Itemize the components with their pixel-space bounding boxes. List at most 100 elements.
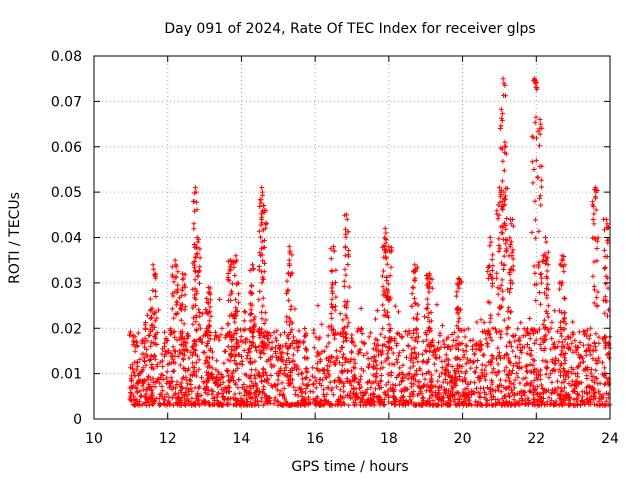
roti-point bbox=[602, 365, 608, 371]
roti-point bbox=[542, 345, 548, 351]
roti-point bbox=[177, 362, 183, 368]
roti-point bbox=[236, 352, 241, 358]
roti-point bbox=[228, 352, 234, 358]
roti-point bbox=[178, 342, 184, 348]
roti-point bbox=[561, 344, 567, 350]
roti-point bbox=[193, 319, 199, 325]
roti-point bbox=[177, 397, 183, 403]
roti-point bbox=[473, 343, 479, 349]
roti-point bbox=[392, 402, 398, 407]
roti-point bbox=[543, 260, 549, 266]
roti-point bbox=[192, 277, 198, 283]
roti-point bbox=[522, 397, 528, 403]
roti-point bbox=[546, 329, 552, 335]
roti-point bbox=[358, 306, 364, 311]
roti-point bbox=[140, 365, 146, 371]
roti-point bbox=[487, 243, 493, 249]
roti-point bbox=[255, 385, 261, 391]
roti-point bbox=[453, 345, 459, 351]
roti-point bbox=[527, 316, 533, 321]
roti-point bbox=[410, 356, 416, 362]
roti-point bbox=[509, 250, 515, 256]
roti-point bbox=[394, 343, 400, 349]
roti-point bbox=[570, 331, 576, 337]
roti-point bbox=[433, 348, 439, 354]
roti-point bbox=[576, 329, 582, 335]
roti-point bbox=[282, 329, 287, 335]
roti-point bbox=[502, 196, 508, 202]
roti-point bbox=[232, 391, 238, 397]
roti-point bbox=[504, 398, 510, 404]
roti-point bbox=[545, 249, 551, 255]
roti-point bbox=[427, 348, 433, 354]
roti-point bbox=[593, 357, 599, 363]
roti-point bbox=[498, 192, 504, 198]
roti-point bbox=[169, 330, 174, 336]
roti-point bbox=[593, 331, 599, 337]
roti-point bbox=[446, 344, 452, 350]
roti-point bbox=[246, 346, 252, 352]
roti-point bbox=[490, 394, 496, 399]
roti-point bbox=[494, 275, 500, 281]
roti-point bbox=[487, 319, 493, 325]
roti-point bbox=[438, 397, 444, 403]
roti-point bbox=[347, 395, 353, 401]
roti-point bbox=[380, 365, 386, 371]
roti-point bbox=[241, 318, 247, 324]
roti-point bbox=[193, 189, 199, 195]
roti-point bbox=[396, 353, 402, 359]
roti-point bbox=[415, 359, 421, 365]
roti-point bbox=[452, 374, 458, 380]
roti-point bbox=[527, 336, 533, 342]
roti-point bbox=[549, 391, 555, 397]
roti-point bbox=[563, 321, 569, 327]
roti-point bbox=[496, 248, 502, 254]
roti-point bbox=[190, 286, 196, 292]
roti-point bbox=[576, 363, 582, 369]
roti-point bbox=[573, 347, 579, 353]
roti-point bbox=[329, 269, 335, 275]
roti-point bbox=[479, 402, 485, 408]
roti-point bbox=[556, 367, 562, 373]
roti-point bbox=[233, 381, 239, 387]
roti-point bbox=[560, 257, 566, 263]
roti-point bbox=[490, 281, 495, 287]
roti-point bbox=[415, 311, 420, 317]
roti-point bbox=[541, 317, 547, 323]
roti-point bbox=[221, 394, 227, 399]
x-axis-title: GPS time / hours bbox=[291, 459, 408, 475]
roti-point bbox=[366, 401, 372, 407]
roti-point bbox=[543, 389, 549, 395]
roti-point bbox=[384, 351, 390, 357]
roti-point bbox=[194, 235, 200, 240]
roti-point bbox=[530, 362, 536, 368]
roti-point bbox=[331, 327, 336, 333]
roti-point bbox=[387, 273, 393, 279]
roti-point bbox=[163, 402, 169, 408]
roti-point bbox=[284, 291, 290, 296]
roti-point bbox=[560, 365, 566, 371]
roti-point bbox=[269, 364, 275, 370]
roti-point bbox=[434, 402, 440, 408]
roti-point bbox=[596, 334, 602, 340]
roti-point bbox=[429, 383, 435, 389]
roti-point bbox=[440, 338, 446, 344]
roti-point bbox=[592, 344, 598, 350]
roti-point bbox=[500, 76, 506, 82]
roti-point bbox=[459, 363, 465, 369]
roti-point bbox=[156, 307, 162, 313]
x-tick-label: 12 bbox=[159, 431, 177, 447]
roti-point bbox=[562, 310, 568, 316]
roti-point bbox=[171, 359, 176, 365]
roti-point bbox=[146, 358, 152, 363]
roti-point bbox=[554, 328, 560, 334]
roti-point bbox=[383, 392, 389, 398]
roti-point bbox=[257, 289, 263, 294]
roti-point bbox=[406, 328, 412, 334]
roti-point bbox=[493, 326, 498, 332]
roti-point bbox=[188, 382, 194, 387]
roti-point bbox=[324, 356, 329, 362]
roti-point bbox=[233, 253, 239, 259]
roti-point bbox=[183, 389, 189, 395]
roti-point bbox=[470, 346, 475, 352]
